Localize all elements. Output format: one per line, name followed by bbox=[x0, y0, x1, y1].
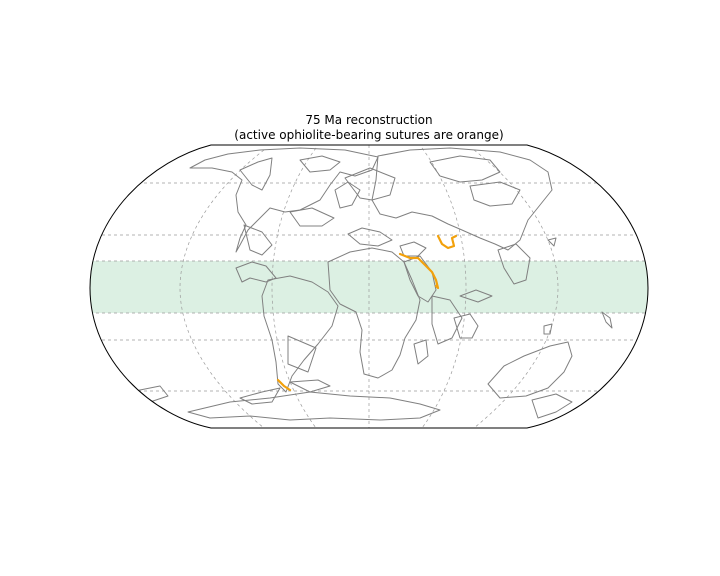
suture-iran bbox=[436, 234, 458, 250]
coastlines bbox=[129, 147, 613, 421]
suture-tethys bbox=[398, 252, 440, 290]
map-subtitle: (active ophiolite-bearing sutures are or… bbox=[234, 128, 503, 142]
tropical-band bbox=[90, 261, 648, 313]
suture-south bbox=[276, 378, 292, 392]
map-title: 75 Ma reconstruction bbox=[305, 113, 432, 127]
map-boundary bbox=[89, 144, 649, 429]
ophiolite-sutures bbox=[276, 234, 458, 392]
